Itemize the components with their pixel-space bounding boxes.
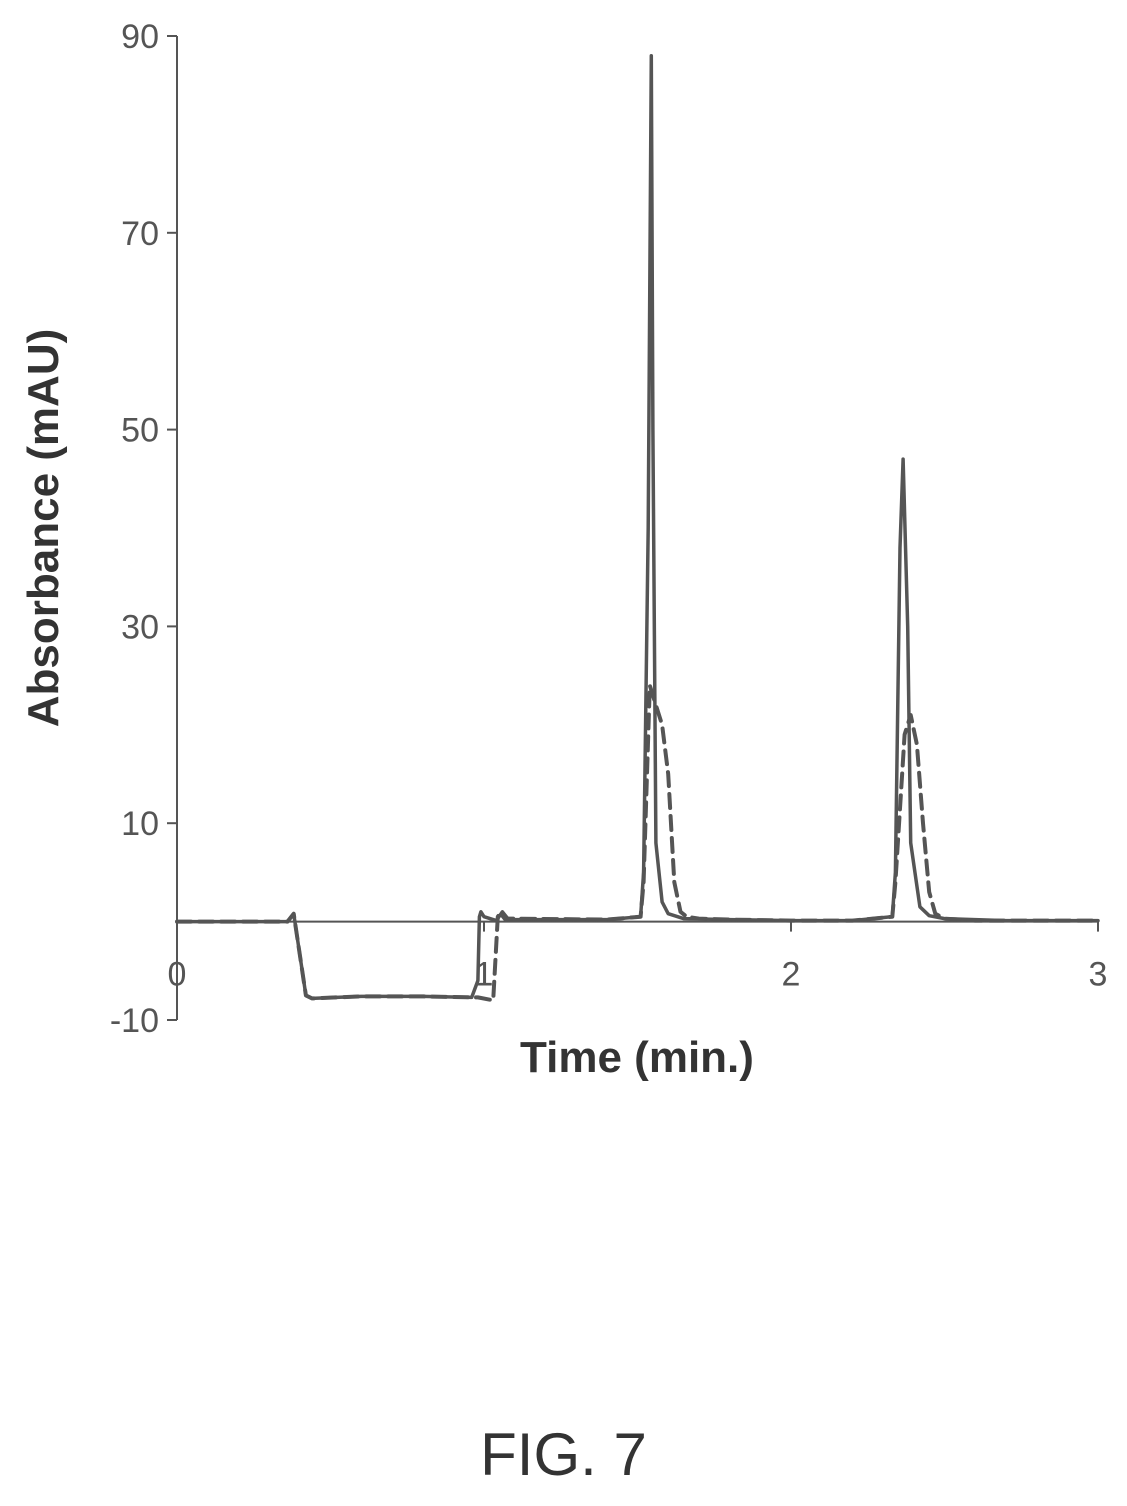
series-layer [175,53,1100,1003]
x-axis-title: Time (min.) [520,1033,754,1082]
y-tick-label: -10 [110,1002,159,1040]
axes [167,35,1099,1021]
y-tick-label: 10 [121,805,159,843]
tick-labels: -10 10 30 50 70 90 0 1 2 3 [110,18,1108,1040]
y-tick-label: 30 [121,608,159,646]
series-line-solid [175,53,1100,1001]
x-tick-label: 1 [475,956,494,994]
x-tick-label: 0 [168,956,187,994]
y-tick-label: 90 [121,18,159,56]
y-axis-title: Absorbance (mAU) [19,329,68,728]
x-tick-label: 2 [782,956,801,994]
y-tick-label: 70 [121,215,159,253]
y-tick-label: 50 [121,412,159,450]
x-tick-label: 3 [1089,956,1108,994]
figure-caption: FIG. 7 [480,1421,647,1488]
series-line-dashed [175,683,1100,1003]
